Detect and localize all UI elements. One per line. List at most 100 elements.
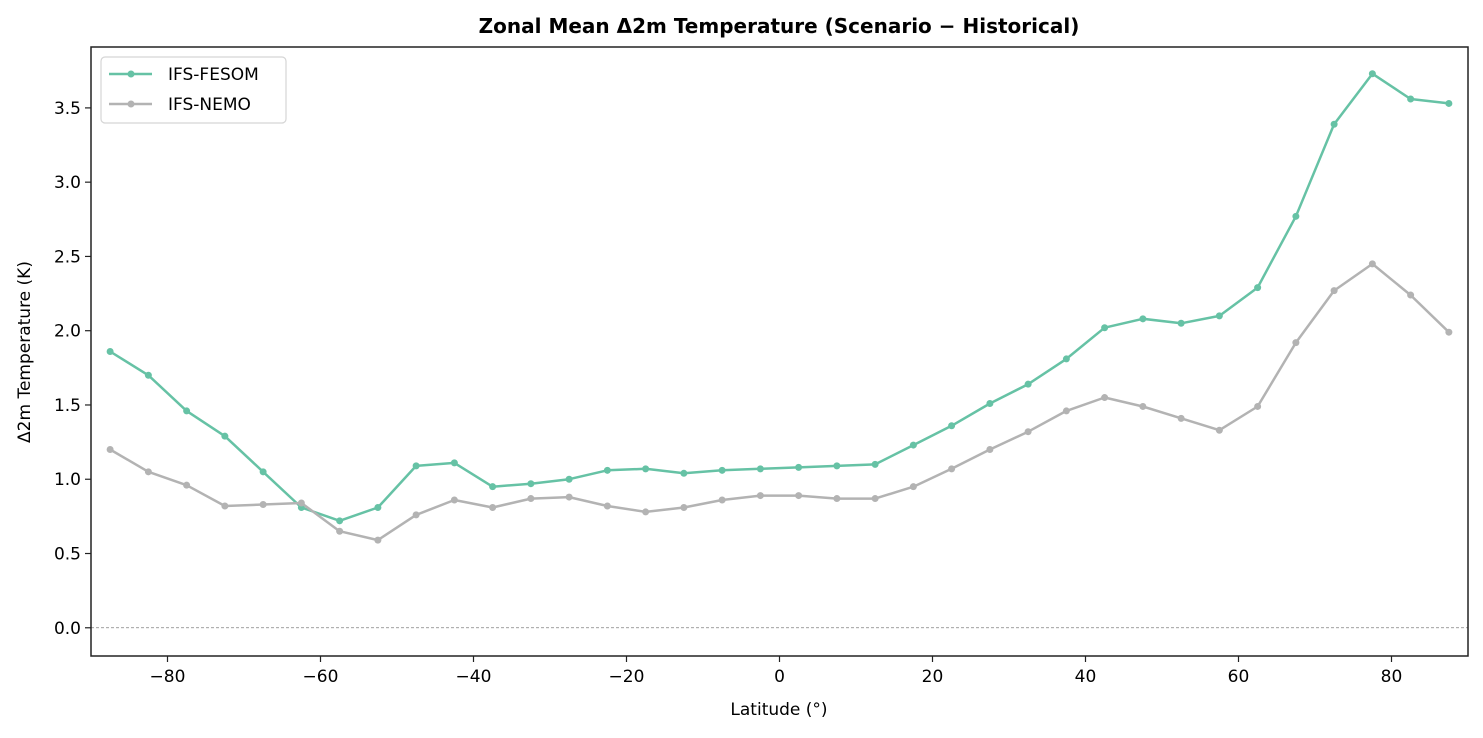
data-point-ifs-nemo bbox=[986, 446, 994, 454]
data-point-ifs-fesom bbox=[986, 399, 994, 407]
data-point-ifs-nemo bbox=[909, 483, 917, 491]
y-tick-label: 3.5 bbox=[54, 99, 81, 119]
data-point-ifs-fesom bbox=[795, 463, 803, 471]
data-point-ifs-fesom bbox=[948, 422, 956, 430]
data-point-ifs-nemo bbox=[1177, 414, 1185, 422]
data-point-ifs-fesom bbox=[565, 475, 573, 483]
data-point-ifs-nemo bbox=[336, 527, 344, 535]
data-point-ifs-fesom bbox=[450, 459, 458, 467]
y-tick-label: 2.5 bbox=[54, 247, 81, 267]
legend-label-fesom: IFS-FESOM bbox=[168, 65, 259, 85]
data-point-ifs-fesom bbox=[527, 480, 535, 488]
y-tick-label: 1.5 bbox=[54, 396, 81, 416]
x-tick-label: 40 bbox=[1075, 667, 1097, 687]
data-point-ifs-fesom bbox=[106, 348, 114, 355]
legend-marker-nemo bbox=[127, 100, 135, 108]
data-point-ifs-nemo bbox=[412, 511, 420, 519]
data-point-ifs-fesom bbox=[1407, 95, 1415, 103]
data-point-ifs-nemo bbox=[297, 499, 305, 507]
data-point-ifs-fesom bbox=[336, 517, 344, 525]
data-point-ifs-fesom bbox=[1215, 312, 1223, 320]
data-point-ifs-nemo bbox=[450, 496, 458, 504]
data-point-ifs-fesom bbox=[718, 466, 726, 474]
series-line-ifs-fesom bbox=[109, 72, 1450, 523]
data-point-ifs-nemo bbox=[1215, 426, 1223, 434]
data-point-ifs-fesom bbox=[642, 465, 650, 473]
data-point-ifs-nemo bbox=[1407, 291, 1415, 299]
data-point-ifs-fesom bbox=[756, 465, 764, 473]
y-tick-label: 0.0 bbox=[54, 619, 81, 639]
data-point-ifs-fesom bbox=[412, 462, 420, 470]
data-point-ifs-nemo bbox=[1368, 260, 1376, 268]
data-point-ifs-fesom bbox=[1062, 355, 1070, 363]
y-tick-label: 1.0 bbox=[54, 470, 81, 490]
plot-frame bbox=[90, 46, 1469, 657]
data-point-ifs-nemo bbox=[527, 495, 535, 503]
data-point-ifs-fesom bbox=[489, 483, 497, 491]
data-point-ifs-nemo bbox=[1330, 287, 1338, 295]
data-point-ifs-nemo bbox=[106, 446, 114, 454]
x-tick-label: 60 bbox=[1228, 667, 1250, 687]
data-point-ifs-fesom bbox=[603, 466, 611, 474]
data-point-ifs-fesom bbox=[1177, 319, 1185, 327]
data-point-ifs-nemo bbox=[489, 503, 497, 511]
y-tick-label: 2.0 bbox=[54, 322, 81, 342]
data-point-ifs-fesom bbox=[680, 469, 688, 477]
data-point-ifs-fesom bbox=[909, 441, 917, 449]
data-point-ifs-nemo bbox=[1139, 402, 1147, 410]
legend: IFS-FESOM IFS-NEMO bbox=[100, 56, 287, 124]
y-tick-label: 3.0 bbox=[54, 173, 81, 193]
x-tick-label: 20 bbox=[922, 667, 944, 687]
x-tick-label: 80 bbox=[1381, 667, 1403, 687]
data-point-ifs-fesom bbox=[1445, 99, 1453, 107]
legend-marker-fesom bbox=[127, 70, 135, 78]
data-point-ifs-fesom bbox=[1101, 324, 1109, 332]
data-point-ifs-fesom bbox=[259, 468, 267, 476]
x-tick-label: −80 bbox=[150, 667, 186, 687]
data-point-ifs-nemo bbox=[680, 503, 688, 511]
data-point-ifs-nemo bbox=[1062, 407, 1070, 415]
data-point-ifs-fesom bbox=[374, 503, 382, 511]
data-point-ifs-nemo bbox=[221, 502, 229, 510]
series-line-ifs-nemo bbox=[109, 262, 1450, 542]
data-point-ifs-nemo bbox=[642, 508, 650, 516]
x-tick-label: 0 bbox=[774, 667, 785, 687]
y-tick-label: 0.5 bbox=[54, 545, 81, 565]
data-point-ifs-fesom bbox=[221, 432, 229, 440]
data-point-ifs-nemo bbox=[144, 468, 152, 476]
data-point-ifs-nemo bbox=[1024, 428, 1032, 436]
data-point-ifs-fesom bbox=[1024, 380, 1032, 388]
data-point-ifs-nemo bbox=[259, 500, 267, 508]
x-tick-label: −20 bbox=[609, 667, 645, 687]
data-point-ifs-nemo bbox=[374, 536, 382, 544]
data-point-ifs-nemo bbox=[718, 496, 726, 504]
legend-label-nemo: IFS-NEMO bbox=[168, 95, 251, 115]
data-point-ifs-fesom bbox=[1292, 212, 1300, 220]
data-point-ifs-nemo bbox=[565, 493, 573, 501]
data-point-ifs-nemo bbox=[1445, 328, 1453, 336]
data-point-ifs-fesom bbox=[1330, 120, 1338, 128]
data-point-ifs-nemo bbox=[1292, 339, 1300, 347]
data-point-ifs-fesom bbox=[144, 371, 152, 379]
chart-title: Zonal Mean Δ2m Temperature (Scenario − H… bbox=[479, 14, 1080, 38]
data-point-ifs-nemo bbox=[603, 502, 611, 510]
data-point-ifs-nemo bbox=[1254, 402, 1262, 410]
data-point-ifs-fesom bbox=[1368, 70, 1376, 78]
data-point-ifs-fesom bbox=[183, 407, 191, 415]
x-tick-label: −40 bbox=[456, 667, 492, 687]
data-point-ifs-nemo bbox=[871, 495, 879, 503]
data-point-ifs-nemo bbox=[833, 495, 841, 503]
data-point-ifs-nemo bbox=[1101, 394, 1109, 402]
data-point-ifs-fesom bbox=[1139, 315, 1147, 323]
data-point-ifs-nemo bbox=[948, 465, 956, 473]
x-tick-label: −60 bbox=[303, 667, 339, 687]
data-point-ifs-fesom bbox=[871, 460, 879, 468]
x-axis-label: Latitude (°) bbox=[730, 700, 827, 720]
data-point-ifs-nemo bbox=[756, 492, 764, 500]
data-point-ifs-nemo bbox=[795, 492, 803, 500]
data-point-ifs-nemo bbox=[183, 481, 191, 489]
y-axis-label: Δ2m Temperature (K) bbox=[15, 261, 35, 443]
data-point-ifs-fesom bbox=[1254, 284, 1262, 292]
data-point-ifs-fesom bbox=[833, 462, 841, 470]
